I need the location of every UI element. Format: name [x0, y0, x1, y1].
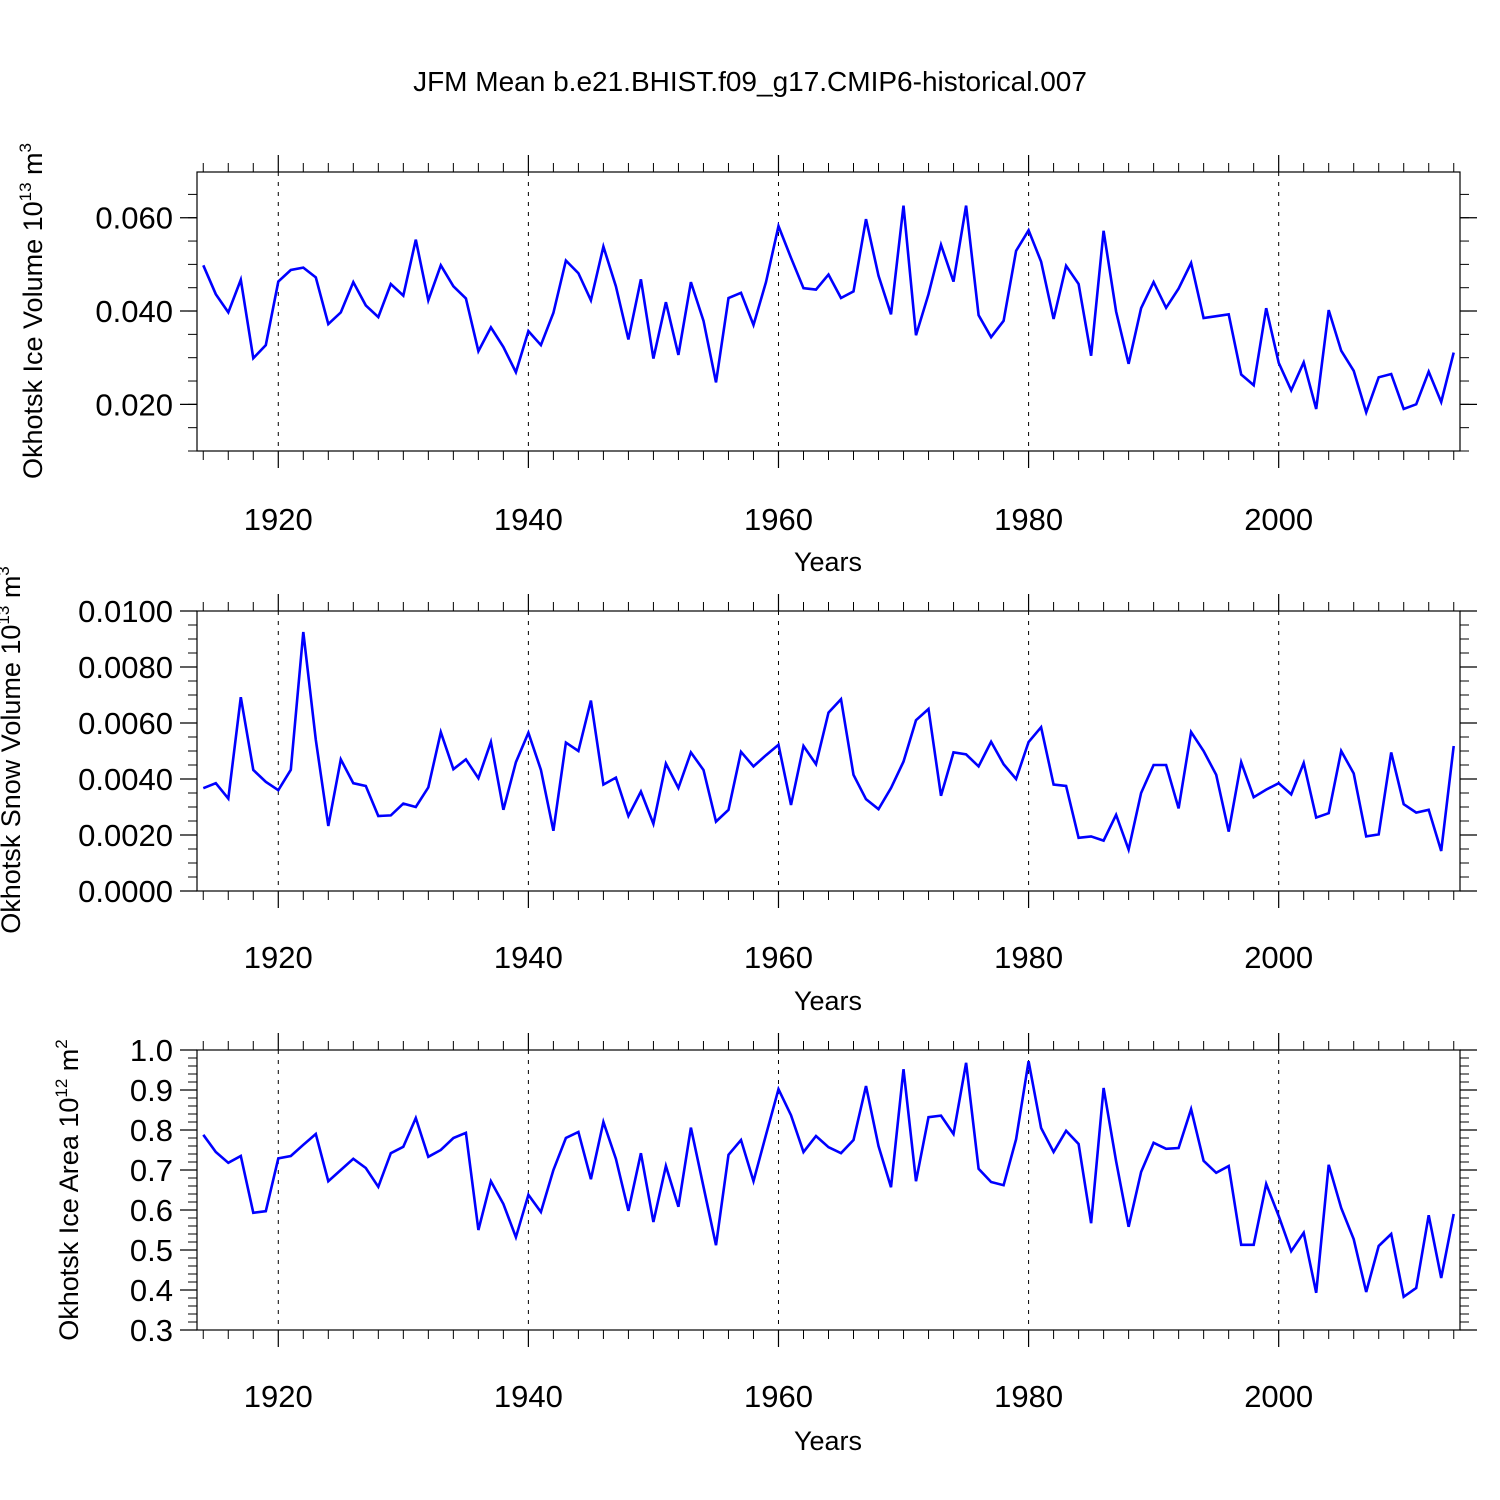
y-tick-label: 0.9 [130, 1073, 173, 1108]
x-tick-label: 1960 [744, 1379, 813, 1414]
x-tick-label: 1920 [244, 940, 313, 975]
y-tick-label: 0.040 [95, 294, 173, 329]
x-tick-label: 1940 [494, 1379, 563, 1414]
x-tick-label: 1960 [744, 940, 813, 975]
x-tick-label: 2000 [1244, 502, 1313, 537]
x-axis-label: Years [794, 1426, 862, 1456]
plot-frame [196, 1049, 1461, 1331]
y-tick-label: 0.6 [130, 1193, 173, 1228]
y-tick-label: 0.5 [130, 1233, 173, 1268]
x-tick-label: 1980 [994, 502, 1063, 537]
y-tick-label: 0.3 [130, 1313, 173, 1348]
x-tick-label: 1960 [744, 502, 813, 537]
y-tick-label: 0.020 [95, 387, 173, 422]
x-tick-label: 1940 [494, 502, 563, 537]
x-tick-label: 1920 [244, 1379, 313, 1414]
y-tick-label: 0.7 [130, 1153, 173, 1188]
y-axis-label: Okhotsk Ice Volume 1013 m3 [16, 143, 48, 479]
x-axis-label: Years [794, 986, 862, 1016]
panel-3: 1920 1940 1960 1980 2000 0.3 0.4 0.5 0.6 0.7 0.8 0.… [52, 1033, 1477, 1456]
y-tick-label: 0.0080 [78, 650, 173, 685]
y-tick-label: 0.0040 [78, 762, 173, 797]
y-tick-label: 0.060 [95, 201, 173, 236]
series-line [202, 631, 1455, 855]
series-line [202, 205, 1455, 417]
x-tick-label: 1980 [994, 940, 1063, 975]
figure-title: JFM Mean b.e21.BHIST.f09_g17.CMIP6-histo… [413, 66, 1087, 97]
y-tick-label: 0.0100 [78, 594, 173, 629]
x-tick-label: 2000 [1244, 940, 1313, 975]
series-line [202, 1060, 1455, 1300]
plot-frame [196, 610, 1461, 892]
plot-frame [196, 171, 1461, 452]
x-axis-label: Years [794, 547, 862, 577]
y-axis-label: Okhotsk Ice Area 1012 m2 [52, 1039, 84, 1341]
x-tick-label: 1980 [994, 1379, 1063, 1414]
y-tick-label: 1.0 [130, 1033, 173, 1068]
x-tick-label: 1940 [494, 940, 563, 975]
x-tick-label: 1920 [244, 502, 313, 537]
y-tick-label: 0.0060 [78, 706, 173, 741]
y-tick-label: 0.0020 [78, 818, 173, 853]
panel-2: 1920 1940 1960 1980 2000 0.0000 0.0020 0.0040 0.… [0, 566, 1477, 1016]
x-tick-label: 2000 [1244, 1379, 1313, 1414]
y-axis-label: Okhotsk Snow Volume 1013 m3 [0, 566, 26, 934]
y-tick-label: 0.8 [130, 1113, 173, 1148]
y-tick-label: 0.4 [130, 1273, 173, 1308]
panel-1: 1920 1940 1960 1980 2000 0.020 0.040 0.060 Years… [16, 143, 1477, 577]
y-tick-label: 0.0000 [78, 874, 173, 909]
